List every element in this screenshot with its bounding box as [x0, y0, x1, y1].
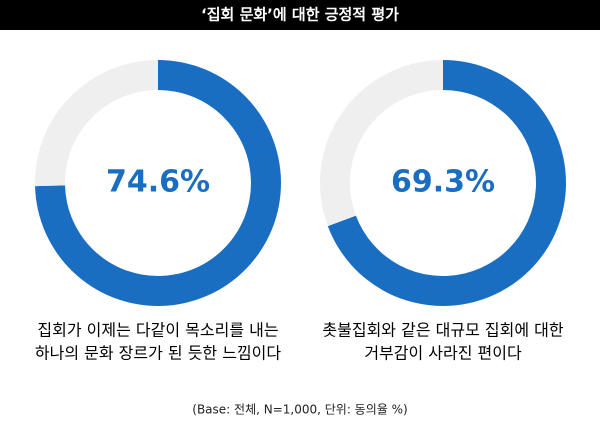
caption: 하나의 문화 장르가 된 듯한 느낌이다: [35, 344, 282, 363]
caption: 거부감이 사라진 편이다: [364, 344, 522, 363]
value-label: 69.3%: [391, 165, 495, 200]
donut-slice: [320, 60, 443, 227]
footnote: (Base: 전체, N=1,000, 단위: 동의율 %): [192, 403, 407, 417]
title-bar: [0, 0, 600, 30]
donut-slice: [35, 60, 158, 187]
chart-title: ‘집회 문화’에 대한 긍정적 평가: [201, 6, 399, 24]
value-label: 74.6%: [106, 165, 210, 200]
caption: 촛불집회와 같은 대규모 집회에 대한: [322, 321, 563, 340]
caption: 집회가 이제는 다같이 목소리를 내는: [37, 321, 278, 340]
